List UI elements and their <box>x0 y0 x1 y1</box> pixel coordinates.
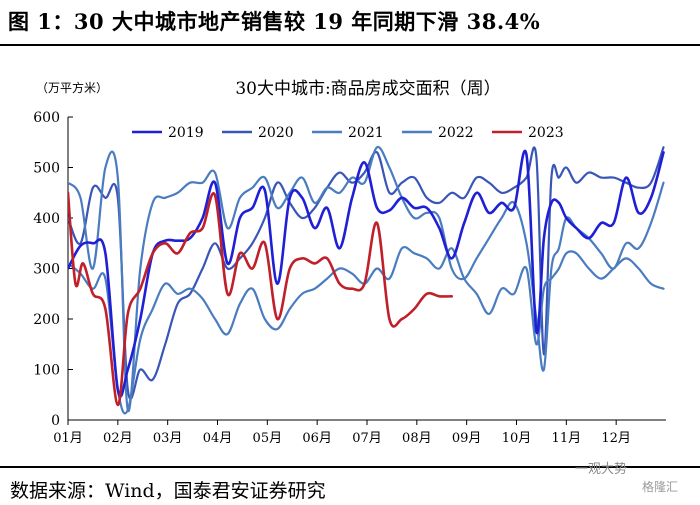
legend-label-2020: 2020 <box>258 125 294 141</box>
x-tick-label: 12月 <box>601 431 631 446</box>
legend-label-2022: 2022 <box>438 125 474 141</box>
y-tick-label: 200 <box>33 312 60 328</box>
x-tick-label: 06月 <box>302 431 332 446</box>
watermark-logo: 格隆汇 <box>642 480 679 494</box>
x-tick-label: 09月 <box>452 431 482 446</box>
series-line-2023 <box>68 191 453 407</box>
y-tick-label: 400 <box>33 211 60 227</box>
y-tick-label: 600 <box>33 110 60 126</box>
legend-label-2023: 2023 <box>528 125 564 141</box>
y-tick-label: 0 <box>51 413 60 429</box>
x-tick-label: 11月 <box>552 431 582 446</box>
series-line-2020 <box>68 146 665 400</box>
series-line-2021 <box>68 146 665 413</box>
x-tick-label: 10月 <box>502 431 532 446</box>
chart-title: 30大中城市:商品房成交面积（周） <box>235 79 500 99</box>
x-tick-label: 08月 <box>402 431 432 446</box>
legend-label-2019: 2019 <box>168 125 204 141</box>
figure-title: 图 1：30 大中城市地产销售较 19 年同期下滑 38.4% <box>8 9 541 34</box>
title-rule <box>0 44 700 46</box>
source-note: 数据来源：Wind，国泰君安证券研究 <box>10 480 326 502</box>
x-tick-label: 05月 <box>253 431 283 446</box>
series-line-2019 <box>68 149 665 398</box>
series-line-2022 <box>68 245 665 415</box>
y-unit-label: （万平方米） <box>36 80 108 95</box>
legend-label-2021: 2021 <box>348 125 384 141</box>
x-tick-label: 01月 <box>53 431 83 446</box>
y-tick-label: 300 <box>33 262 60 278</box>
watermark-label: 一观大势 <box>575 462 628 477</box>
x-tick-label: 02月 <box>103 431 133 446</box>
x-tick-label: 07月 <box>352 431 382 446</box>
y-tick-label: 500 <box>33 161 60 177</box>
x-tick-label: 03月 <box>153 431 183 446</box>
x-tick-label: 04月 <box>203 431 233 446</box>
figure-header: 图 1：30 大中城市地产销售较 19 年同期下滑 38.4% <box>0 0 700 42</box>
footer-rule <box>0 466 700 468</box>
y-tick-label: 100 <box>33 363 60 379</box>
line-chart: 30大中城市:商品房成交面积（周） （万平方米） 0 100 200 300 400 500 6… <box>33 79 666 446</box>
